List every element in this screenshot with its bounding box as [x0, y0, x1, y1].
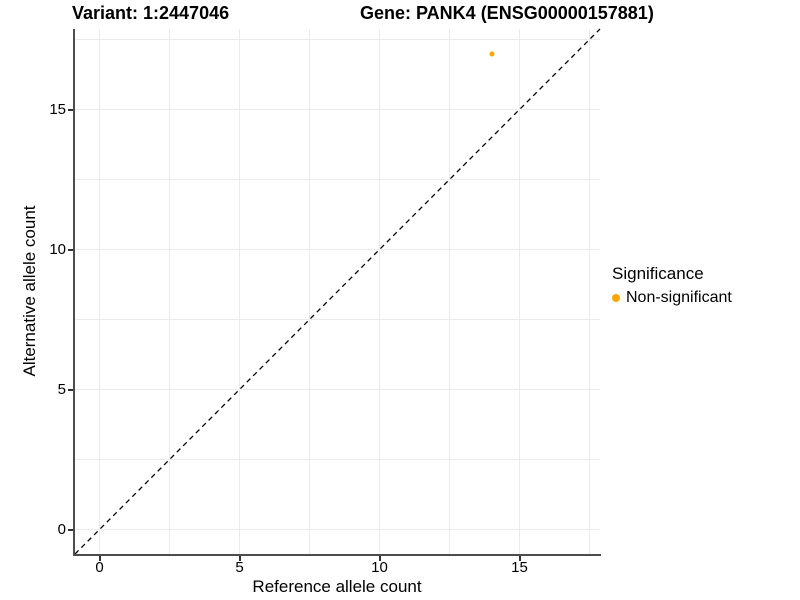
- gridline-horizontal: [75, 389, 600, 390]
- gridline-vertical: [99, 29, 100, 554]
- x-axis-tick: [518, 556, 521, 561]
- variant-title: Variant: 1:2447046: [72, 3, 230, 23]
- gridline-horizontal: [75, 39, 600, 40]
- y-axis-tick: [68, 248, 73, 251]
- gridline-horizontal: [75, 179, 600, 180]
- y-axis-tick: [68, 108, 73, 111]
- gridline-vertical: [449, 29, 450, 554]
- gridline-horizontal: [75, 319, 600, 320]
- y-axis-tick-label: 15: [49, 100, 66, 118]
- gridline-horizontal: [75, 249, 600, 250]
- x-axis-tick-label: 15: [511, 559, 528, 576]
- legend-title: Significance: [612, 264, 704, 283]
- legend-point-icon: [612, 294, 620, 302]
- x-axis-tick: [378, 556, 381, 561]
- x-axis-line: [73, 554, 601, 556]
- identity-line-layer: [74, 28, 601, 555]
- y-axis-tick: [68, 388, 73, 391]
- data-point: [489, 51, 494, 56]
- gridline-horizontal: [75, 109, 600, 110]
- plot-panel: [74, 28, 601, 555]
- gridline-vertical: [169, 29, 170, 554]
- y-axis-line: [73, 29, 75, 556]
- y-axis-title: Alternative allele count: [20, 205, 39, 377]
- gridline-vertical: [379, 29, 380, 554]
- gridline-vertical: [239, 29, 240, 554]
- legend-item-label: Non-significant: [626, 289, 732, 306]
- x-axis-tick-label: 0: [95, 559, 104, 576]
- gene-title: Gene: PANK4 (ENSG00000157881): [360, 3, 654, 23]
- gridline-vertical: [309, 29, 310, 554]
- gridline-horizontal: [75, 529, 600, 530]
- gridline-vertical: [519, 29, 520, 554]
- y-axis-tick: [68, 528, 73, 531]
- gridline-vertical: [589, 29, 590, 554]
- y-axis-tick-label: 5: [57, 380, 66, 398]
- identity-line: [74, 28, 601, 555]
- legend-item: Non-significant: [612, 289, 732, 307]
- x-axis-tick: [238, 556, 241, 561]
- x-axis-tick-label: 5: [235, 559, 244, 576]
- gridline-horizontal: [75, 459, 600, 460]
- x-axis-tick: [98, 556, 101, 561]
- y-axis-tick-label: 0: [57, 520, 66, 538]
- legend: Significance Non-significant: [612, 264, 732, 307]
- y-axis-tick-label: 10: [49, 240, 66, 258]
- x-axis-tick-label: 10: [371, 559, 388, 576]
- x-axis-title: Reference allele count: [252, 577, 422, 596]
